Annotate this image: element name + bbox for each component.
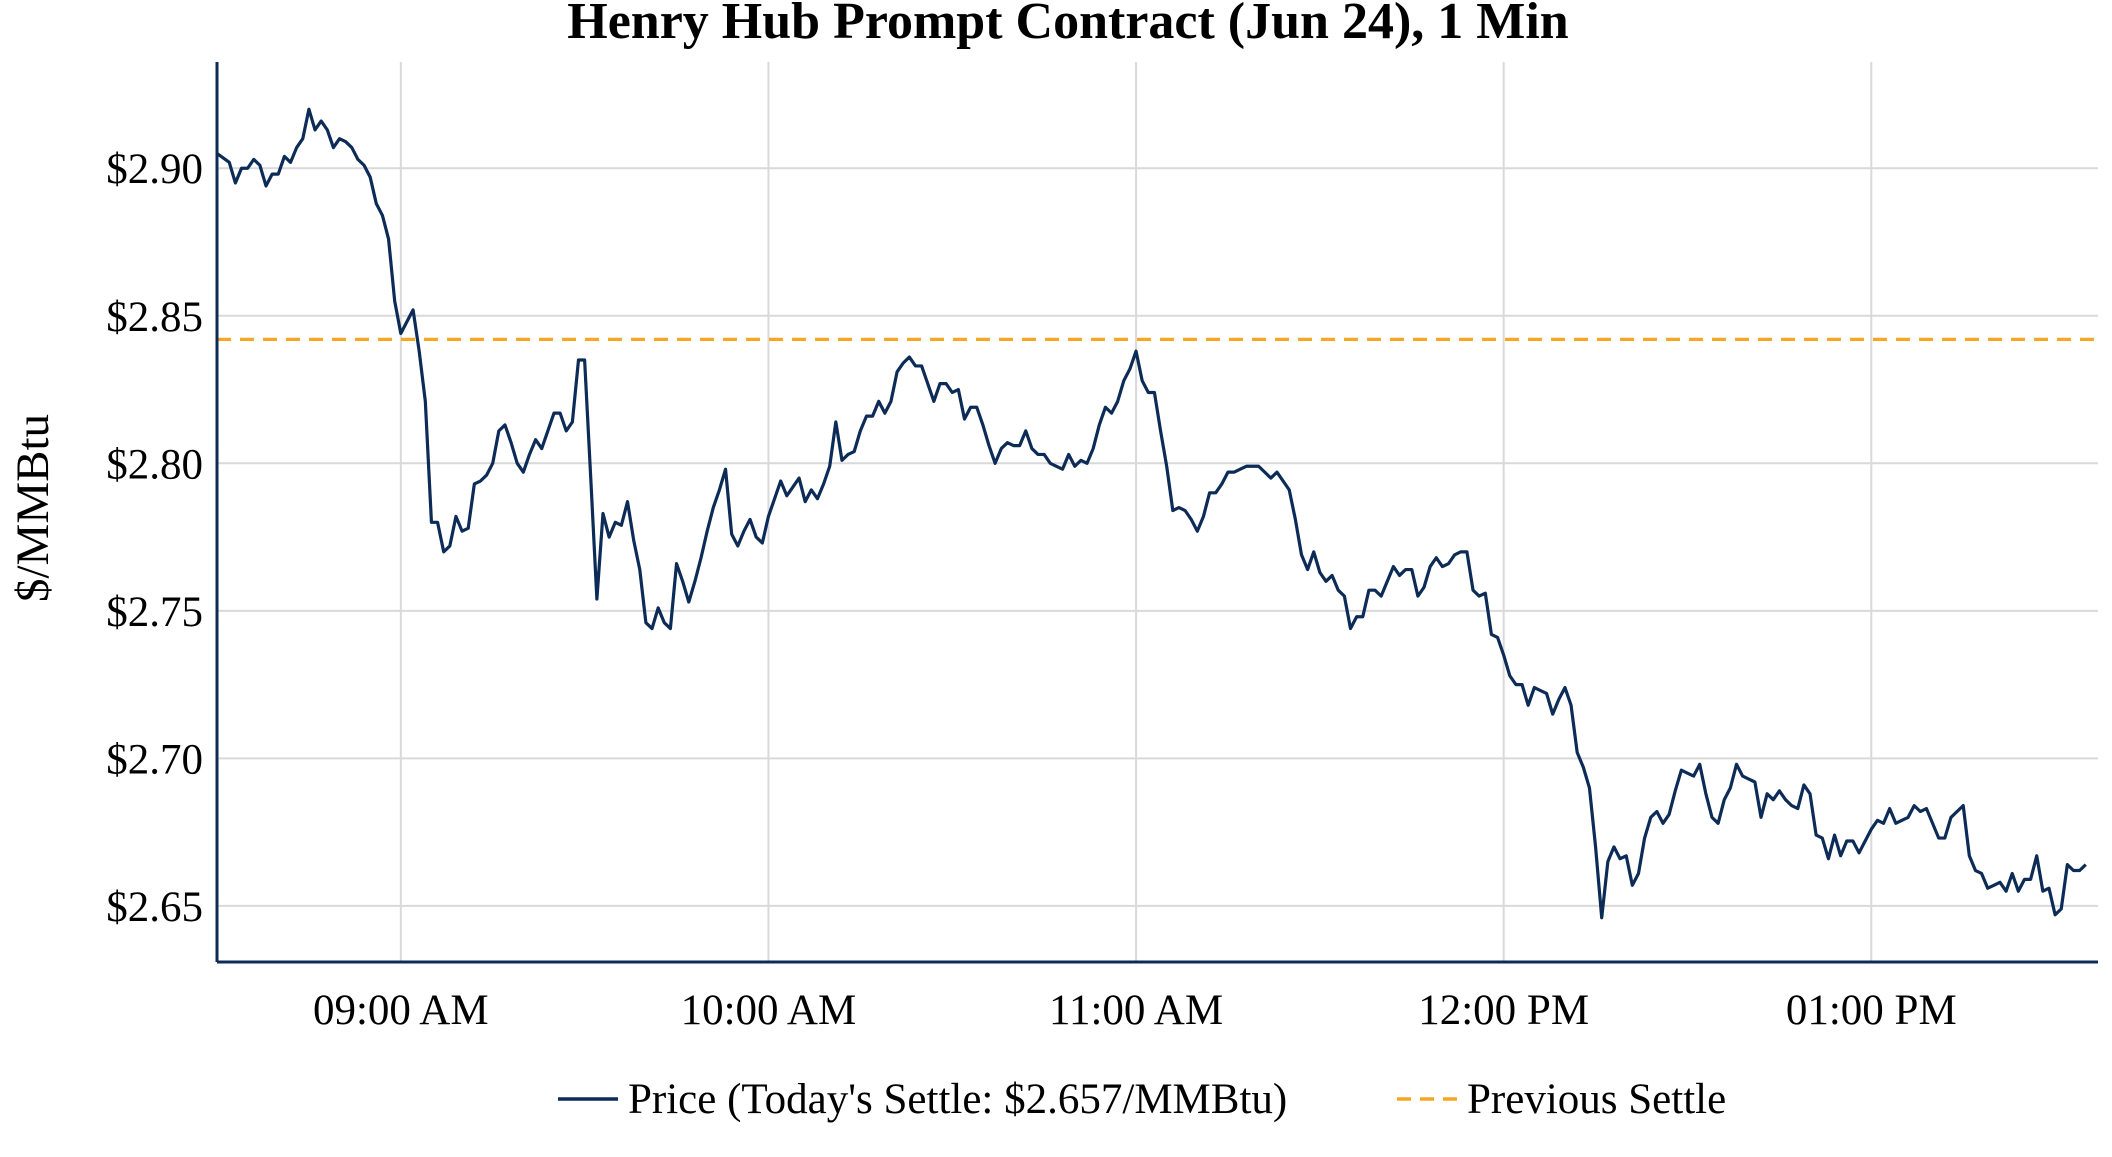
price-line bbox=[216, 107, 2087, 920]
axis-layer bbox=[215, 62, 2098, 964]
y-tick-label: $2.85 bbox=[106, 294, 203, 341]
y-axis-label: $/MMBtu bbox=[7, 414, 59, 602]
y-tick-labels: $2.65 $2.70 $2.75 $2.80 $2.85 $2.90 bbox=[106, 146, 203, 931]
series-layer bbox=[216, 107, 2098, 920]
x-tick-label: 09:00 AM bbox=[313, 987, 489, 1034]
y-tick-label: $2.75 bbox=[106, 589, 203, 636]
y-tick-label: $2.80 bbox=[106, 441, 203, 488]
x-tick-labels: 09:00 AM 10:00 AM 11:00 AM 12:00 PM 01:00 PM bbox=[313, 987, 1957, 1034]
grid-layer bbox=[217, 62, 2098, 962]
x-tick-label: 12:00 PM bbox=[1418, 987, 1589, 1034]
x-tick-label: 01:00 PM bbox=[1786, 987, 1957, 1034]
legend: Price (Today's Settle: $2.657/MMBtu) Prev… bbox=[558, 1076, 1726, 1123]
x-tick-label: 11:00 AM bbox=[1049, 987, 1223, 1034]
legend-label-previous-settle: Previous Settle bbox=[1467, 1076, 1726, 1123]
x-tick-label: 10:00 AM bbox=[681, 987, 857, 1034]
chart-title: Henry Hub Prompt Contract (Jun 24), 1 Mi… bbox=[567, 0, 1569, 50]
y-tick-label: $2.90 bbox=[106, 146, 203, 193]
y-tick-label: $2.65 bbox=[106, 884, 203, 931]
y-tick-label: $2.70 bbox=[106, 736, 203, 783]
legend-label-price: Price (Today's Settle: $2.657/MMBtu) bbox=[628, 1076, 1287, 1123]
